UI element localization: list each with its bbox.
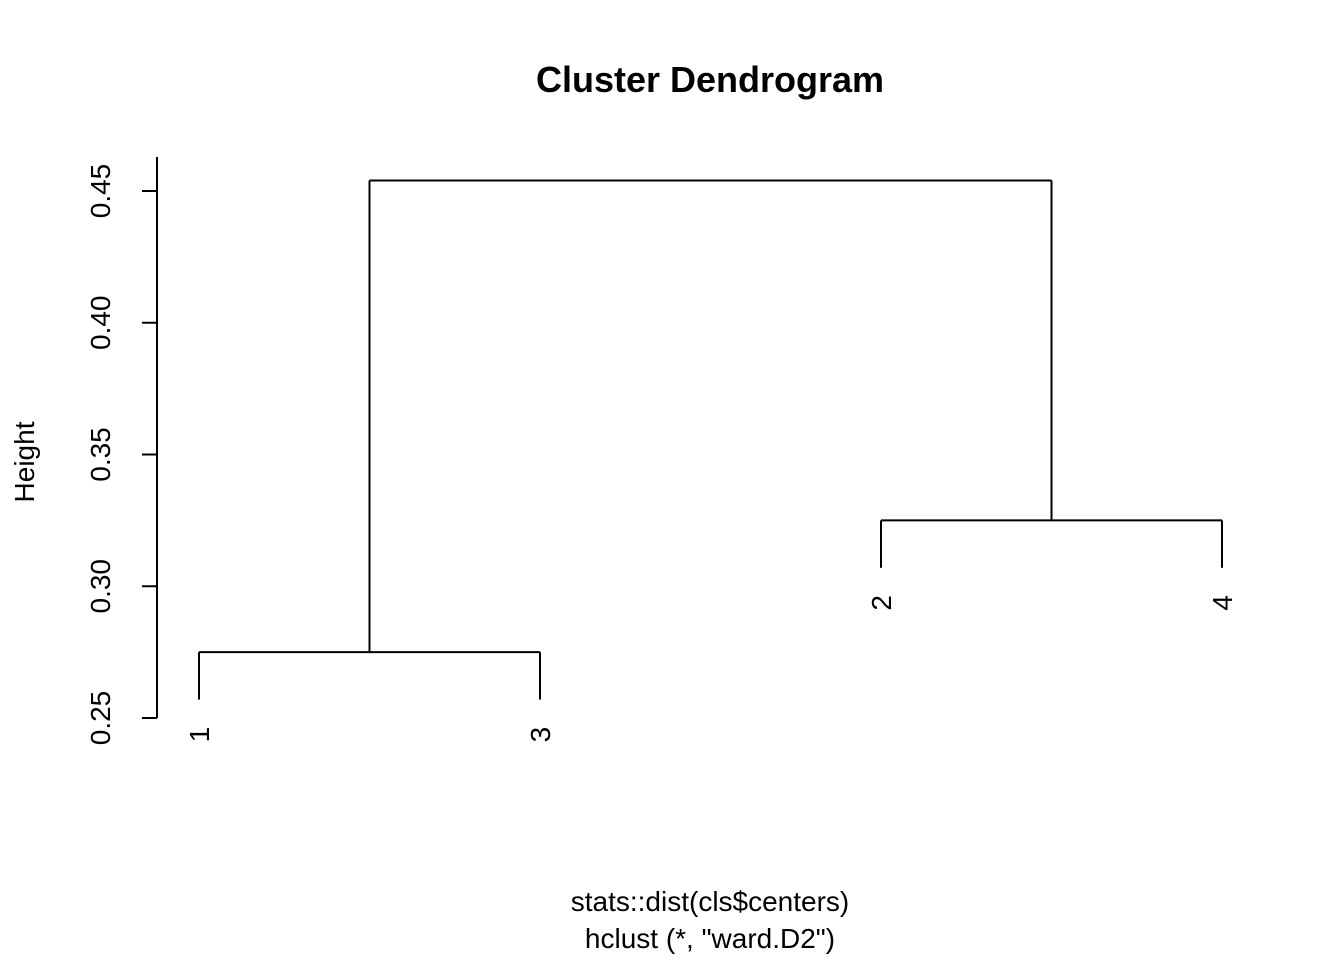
y-axis: 0.25 0.30 0.35 0.40 0.45 [85,157,158,746]
y-tick-label: 0.25 [85,691,116,746]
y-axis-label: Height [9,421,40,502]
x-axis-label: stats::dist(cls$centers) [571,886,850,917]
chart-title: Cluster Dendrogram [536,59,884,100]
y-tick-label: 0.45 [85,164,116,219]
leaf-label: 2 [866,595,897,611]
y-tick-label: 0.35 [85,427,116,482]
y-tick-label: 0.30 [85,559,116,614]
leaf-label: 4 [1207,595,1238,611]
y-tick-label: 0.40 [85,296,116,351]
leaf-labels: 1 3 2 4 [184,595,1238,742]
leaf-label: 3 [525,727,556,743]
leaf-label: 1 [184,727,215,743]
method-sublabel: hclust (*, "ward.D2") [585,923,835,954]
dendrogram-tree [198,179,1223,700]
